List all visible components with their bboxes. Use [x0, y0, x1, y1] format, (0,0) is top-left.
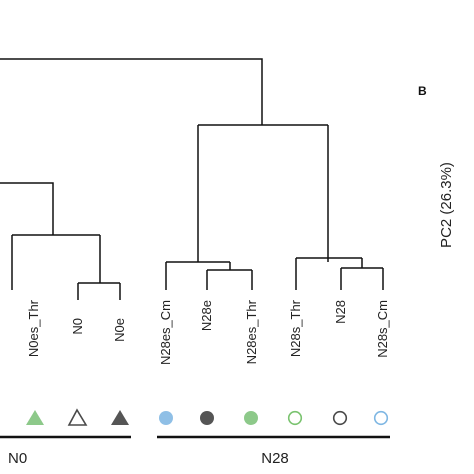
panel-label: B	[418, 84, 427, 98]
leaf-label: N28e	[199, 300, 214, 331]
circle-filled-gray-icon	[200, 411, 214, 425]
n28-clade-branch	[197, 124, 329, 262]
leaf-label: N28es_Thr	[244, 299, 259, 364]
leaf-label: N28s_Cm	[375, 300, 390, 358]
leaf-label: N28es_Cm	[158, 300, 173, 365]
leaf-label: N0	[70, 318, 85, 335]
dendrogram-tree	[0, 58, 384, 300]
triangle-filled-gray-icon	[111, 410, 129, 425]
leaf-label: N28	[333, 300, 348, 324]
triangle-filled-green-icon	[26, 410, 44, 425]
root-branch	[0, 58, 263, 125]
triangle-open-icon	[67, 408, 88, 426]
circle-filled-green-icon	[244, 411, 258, 425]
n0-upper-branch	[0, 182, 54, 235]
leaf-markers	[26, 408, 389, 426]
n28-subclade-left	[165, 261, 231, 290]
circle-open-gray-icon	[332, 410, 348, 426]
n28-pair-left	[206, 269, 253, 290]
leaf-label: N0es_Thr	[26, 299, 41, 357]
n28-subclade-right	[295, 257, 363, 290]
group-label-n0: N0	[8, 450, 27, 467]
group-label-n28: N28	[261, 450, 289, 467]
n0-mid-branch	[11, 234, 101, 290]
n0-pair	[77, 282, 121, 300]
pc2-axis-label: PC2 (26.3%)	[438, 162, 455, 248]
circle-open-green-icon	[287, 410, 303, 426]
leaf-labels: N0es_Thr N0 N0e N28es_Cm N28e N28es_Thr …	[26, 299, 390, 365]
circle-filled-blue-icon	[159, 411, 173, 425]
leaf-label: N28s_Thr	[288, 299, 303, 357]
circle-open-blue-icon	[373, 410, 389, 426]
leaf-label: N0e	[112, 318, 127, 342]
n28-pair-right	[340, 267, 384, 290]
